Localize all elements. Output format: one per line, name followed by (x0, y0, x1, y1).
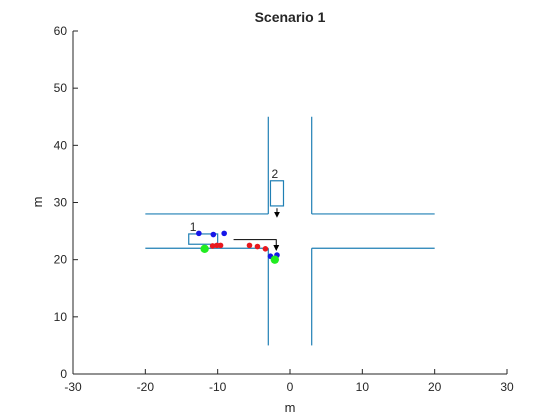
x-tick-label: -20 (137, 380, 155, 394)
x-tick-label: 30 (500, 380, 514, 394)
y-tick-label: 50 (54, 81, 68, 95)
direction-arrow (233, 239, 280, 251)
blue-point (221, 230, 227, 237)
vehicle-box (188, 233, 219, 245)
y-tick-label: 20 (54, 253, 68, 267)
x-tick-label: 10 (356, 380, 370, 394)
red-point (254, 243, 261, 250)
blue-point (196, 230, 202, 237)
arrows (233, 208, 280, 251)
y-tick-label: 10 (54, 310, 68, 324)
red-point (262, 246, 269, 252)
vehicles: 12 (188, 167, 285, 245)
red-point (217, 242, 224, 249)
x-tick-label: -10 (209, 380, 227, 394)
x-tick-label: 20 (428, 380, 442, 394)
vehicle-label: 1 (190, 220, 197, 234)
x-tick-label: 0 (287, 380, 294, 394)
y-tick-label: 60 (54, 24, 68, 38)
x-axis-label: m (285, 400, 296, 415)
chart-title: Scenario 1 (255, 9, 326, 25)
green-point (200, 244, 209, 254)
red-point (209, 243, 216, 249)
y-tick-label: 30 (54, 196, 68, 210)
vehicle-box (269, 180, 285, 207)
points (196, 230, 280, 264)
blue-point (210, 231, 217, 238)
red-point (246, 242, 253, 249)
y-axis-label: m (30, 197, 45, 208)
y-tick-label: 0 (60, 367, 67, 381)
vehicle-label: 2 (271, 167, 278, 181)
x-tick-label: -30 (64, 380, 82, 394)
green-point (270, 255, 280, 264)
axes: -30 -20 -10 0 10 20 30 0 10 20 30 40 50 60 (54, 24, 514, 394)
y-tick-label: 40 (54, 138, 68, 152)
